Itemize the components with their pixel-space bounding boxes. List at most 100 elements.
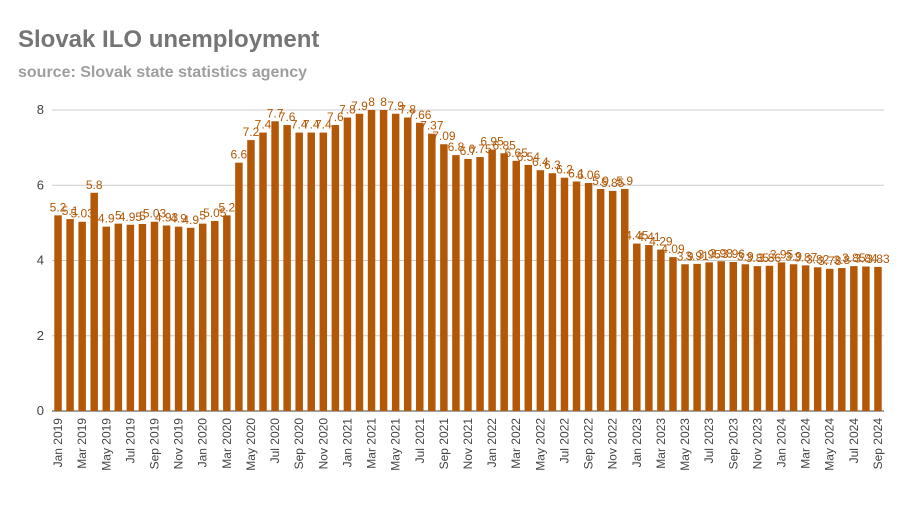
data-label: 3.9 <box>785 249 802 263</box>
data-label: 3.98 <box>710 246 734 260</box>
bar <box>150 221 159 411</box>
data-label: 3.95 <box>770 247 794 261</box>
data-label: 7.4 <box>315 118 332 132</box>
bar <box>524 164 533 411</box>
bar <box>235 162 243 411</box>
data-label: 4.93 <box>155 211 179 225</box>
data-label: 7.8 <box>399 103 416 117</box>
bar <box>223 215 231 411</box>
bar <box>488 149 496 411</box>
data-label: 3.9 <box>737 249 754 263</box>
bar <box>379 110 388 411</box>
bar <box>548 173 557 411</box>
data-label: 3.85 <box>842 251 866 265</box>
data-label: 6.06 <box>577 168 601 182</box>
data-label: 5.85 <box>601 176 625 190</box>
data-label: 7.37 <box>420 119 444 133</box>
y-tick-label: 2 <box>37 328 44 343</box>
bar <box>271 121 279 411</box>
data-label: 6.4 <box>532 155 549 169</box>
bar <box>753 266 762 411</box>
data-label: 7.66 <box>408 108 432 122</box>
bar <box>765 265 774 411</box>
data-label: 6.2 <box>556 163 573 177</box>
x-tick-label: Sep 2022 <box>582 418 596 470</box>
bar <box>186 227 195 411</box>
bar <box>54 215 62 411</box>
x-tick-label: Mar 2020 <box>220 418 234 469</box>
x-tick-label: Sep 2019 <box>147 418 161 470</box>
x-tick-label: May 2024 <box>823 418 837 471</box>
bar <box>162 225 171 411</box>
x-tick-label: May 2023 <box>678 418 692 471</box>
x-tick-label: Jul 2020 <box>268 418 282 464</box>
x-tick-label: Mar 2024 <box>799 418 813 469</box>
data-label: 3.91 <box>685 249 709 263</box>
x-tick-label: Jan 2023 <box>630 418 644 468</box>
bar <box>741 264 750 411</box>
x-tick-label: May 2021 <box>389 418 403 471</box>
bar <box>428 133 436 412</box>
x-tick-label: Jul 2024 <box>847 418 861 464</box>
data-label: 3.96 <box>722 247 746 261</box>
x-tick-label: Jan 2021 <box>340 418 354 468</box>
x-tick-label: Sep 2024 <box>871 418 885 470</box>
data-label: 3.8 <box>833 253 850 267</box>
bar <box>114 223 123 411</box>
data-label: 6.1 <box>568 166 585 180</box>
x-tick-label: Jul 2019 <box>123 418 137 464</box>
bar <box>813 267 822 411</box>
data-label: 5.05 <box>203 206 227 220</box>
bar <box>331 125 340 412</box>
data-label: 3.87 <box>794 250 818 264</box>
x-tick-label: Jul 2021 <box>413 418 427 464</box>
data-label: 7.9 <box>387 99 404 113</box>
bar <box>476 157 484 411</box>
bar <box>307 132 315 411</box>
chart-title: Slovak ILO unemployment <box>18 26 320 53</box>
bar <box>826 268 834 411</box>
data-label: 5.9 <box>592 174 609 188</box>
x-tick-label: May 2020 <box>244 418 258 471</box>
data-label: 5.8 <box>86 178 103 192</box>
data-label: 5 <box>115 209 122 223</box>
data-label: 4.45 <box>625 229 649 243</box>
data-label: 3.82 <box>806 252 830 266</box>
bar <box>862 266 870 411</box>
data-label: 6.3 <box>544 158 561 172</box>
x-tick-label: Jan 2024 <box>775 418 789 468</box>
data-label: 8 <box>368 95 375 109</box>
bar <box>572 181 581 411</box>
bar <box>452 155 460 411</box>
data-label: 5.1 <box>62 204 79 218</box>
y-tick-label: 8 <box>37 102 44 117</box>
data-label: 4.9 <box>170 212 187 226</box>
bar <box>198 223 207 411</box>
data-label: 3.95 <box>697 247 721 261</box>
bar <box>536 170 545 411</box>
x-tick-label: Jan 2019 <box>51 418 65 468</box>
bar <box>403 117 412 412</box>
x-tick-label: Nov 2020 <box>316 418 330 470</box>
bar <box>801 265 810 411</box>
data-label: 4.9 <box>98 212 115 226</box>
bar <box>777 262 786 411</box>
bar <box>681 264 689 411</box>
bar <box>102 226 110 411</box>
data-label: 7.2 <box>243 125 260 139</box>
data-label: 6.95 <box>480 135 504 149</box>
bar <box>391 113 400 411</box>
bar <box>874 266 882 411</box>
data-label: 5.03 <box>70 207 94 221</box>
y-tick-label: 0 <box>37 403 44 418</box>
bar <box>78 221 86 411</box>
x-tick-label: Sep 2021 <box>437 418 451 470</box>
x-tick-label: Mar 2022 <box>509 418 523 469</box>
x-tick-label: Jul 2023 <box>702 418 716 464</box>
chart-subtitle: source: Slovak state statistics agency <box>18 64 308 81</box>
bar <box>838 268 846 411</box>
x-tick-label: Sep 2023 <box>726 418 740 470</box>
bar <box>693 263 701 411</box>
data-label: 7.09 <box>432 129 456 143</box>
